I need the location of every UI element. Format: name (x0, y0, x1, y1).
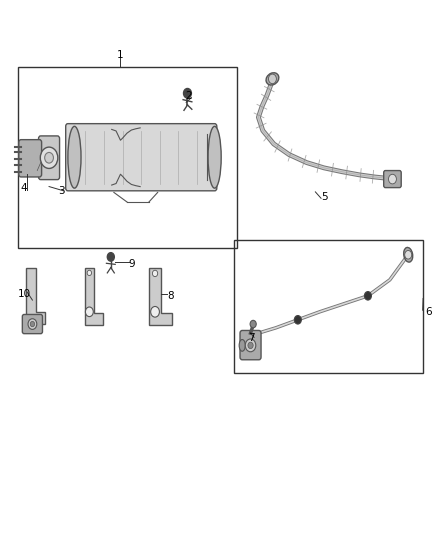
Circle shape (152, 270, 158, 277)
Circle shape (87, 270, 92, 276)
Text: 3: 3 (58, 186, 65, 196)
Circle shape (364, 292, 371, 300)
Circle shape (151, 306, 159, 317)
Circle shape (45, 152, 53, 163)
Circle shape (294, 316, 301, 324)
Circle shape (85, 307, 93, 317)
Text: 10: 10 (18, 289, 31, 299)
Circle shape (389, 174, 396, 184)
Text: 1: 1 (117, 51, 124, 60)
Ellipse shape (266, 72, 279, 85)
FancyBboxPatch shape (384, 171, 401, 188)
Circle shape (107, 253, 114, 261)
Circle shape (184, 88, 191, 98)
Ellipse shape (208, 126, 221, 188)
Ellipse shape (239, 340, 245, 351)
Circle shape (250, 320, 256, 328)
Circle shape (30, 321, 35, 327)
Text: 5: 5 (321, 192, 328, 202)
Ellipse shape (404, 247, 413, 262)
Text: 8: 8 (167, 291, 174, 301)
FancyBboxPatch shape (240, 330, 261, 360)
Polygon shape (149, 268, 172, 325)
Text: 4: 4 (21, 183, 28, 192)
FancyBboxPatch shape (39, 136, 60, 180)
Text: 7: 7 (248, 334, 255, 343)
Circle shape (40, 147, 58, 168)
Bar (234, 240, 423, 373)
Circle shape (268, 74, 276, 84)
Ellipse shape (68, 126, 81, 188)
Text: 2: 2 (185, 91, 192, 101)
Bar (18, 67, 237, 248)
FancyBboxPatch shape (66, 124, 217, 191)
Polygon shape (26, 268, 45, 324)
Circle shape (28, 319, 37, 329)
Text: 6: 6 (425, 307, 432, 317)
Text: 9: 9 (128, 259, 135, 269)
Circle shape (245, 339, 256, 352)
Circle shape (405, 251, 412, 259)
FancyBboxPatch shape (19, 140, 42, 177)
Polygon shape (85, 268, 103, 325)
Circle shape (248, 342, 253, 349)
FancyBboxPatch shape (22, 314, 42, 334)
